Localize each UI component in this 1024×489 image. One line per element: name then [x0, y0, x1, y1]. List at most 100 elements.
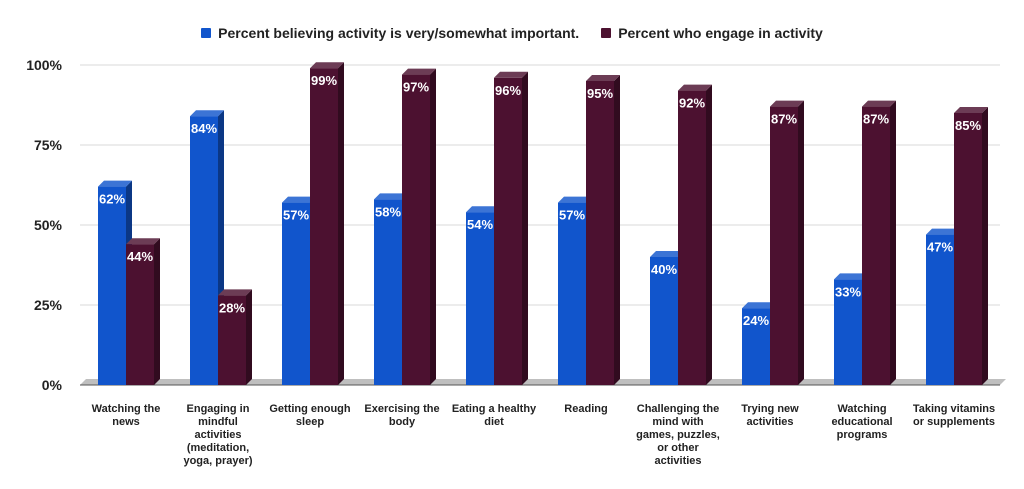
x-tick-label-line: Engaging in: [187, 403, 250, 415]
x-tick-label-line: or other: [657, 442, 699, 454]
legend-item-important: Percent believing activity is very/somew…: [201, 25, 579, 41]
data-label: 97%: [403, 80, 429, 95]
bar-top: [218, 289, 252, 296]
data-label: 62%: [99, 192, 125, 207]
bar: [98, 186, 126, 385]
data-label: 84%: [191, 121, 217, 136]
y-tick-label: 100%: [26, 57, 62, 73]
bar: [834, 279, 862, 385]
bar-side: [246, 289, 252, 385]
bar: [494, 77, 522, 386]
x-tick-label-line: games, puzzles,: [636, 429, 720, 441]
bar: [862, 106, 890, 385]
data-label: 57%: [283, 208, 309, 223]
bar-top: [770, 100, 804, 107]
bar: [282, 202, 310, 385]
legend-label-engage: Percent who engage in activity: [618, 25, 823, 41]
x-tick-label-line: Eating a healthy: [452, 403, 537, 415]
data-label: 99%: [311, 73, 337, 88]
bar-top: [466, 206, 500, 213]
chart-legend: Percent believing activity is very/somew…: [0, 22, 1024, 44]
x-tick-label-line: activities: [654, 455, 701, 467]
data-label: 40%: [651, 262, 677, 277]
bar: [742, 308, 770, 385]
bar-side: [982, 107, 988, 385]
y-tick-label: 75%: [34, 137, 63, 153]
bar-top: [926, 228, 960, 235]
x-tick-label-line: news: [112, 416, 140, 428]
bar: [190, 116, 218, 385]
bar-top: [954, 107, 988, 113]
bar: [650, 257, 678, 385]
data-label: 96%: [495, 83, 521, 98]
bar-top: [558, 196, 592, 203]
data-label: 85%: [955, 118, 981, 133]
bar-top: [282, 196, 316, 203]
x-tick-label-line: yoga, prayer): [183, 455, 252, 467]
x-tick-label-line: Challenging the: [637, 403, 720, 415]
bar-side: [798, 100, 804, 385]
data-label: 47%: [927, 240, 953, 255]
bar: [126, 244, 154, 385]
bar: [558, 202, 586, 385]
data-label: 24%: [743, 313, 769, 328]
legend-swatch-important: [201, 28, 212, 38]
data-label: 95%: [587, 86, 613, 101]
data-label: 58%: [375, 204, 401, 219]
x-tick-label-line: Watching the: [92, 403, 161, 415]
y-tick-label: 0%: [42, 377, 63, 393]
bar: [926, 234, 954, 385]
bar: [218, 295, 246, 385]
bar-side: [522, 71, 528, 386]
bar-top: [190, 110, 224, 117]
data-label: 87%: [863, 112, 889, 127]
data-label: 92%: [679, 96, 705, 111]
bar-top: [834, 273, 868, 280]
legend-swatch-engage: [601, 28, 612, 38]
x-tick-label-line: Reading: [564, 403, 607, 415]
x-tick-label: Challenging the mind with games, puzzles, o…: [636, 403, 720, 467]
x-tick-label-line: Getting enough: [269, 403, 351, 415]
x-tick-label: Engaging in mindful activities (meditation,…: [183, 403, 252, 467]
bar: [466, 212, 494, 385]
bar-top: [678, 84, 712, 91]
bar: [402, 74, 430, 385]
x-tick-label-line: body: [389, 416, 416, 428]
bar: [586, 81, 614, 385]
x-tick-label-line: diet: [484, 416, 504, 428]
x-tick-label-line: activities: [194, 429, 241, 441]
x-tick-label-line: mindful: [198, 416, 238, 428]
x-tick-label-line: activities: [746, 416, 793, 428]
bar-side: [154, 238, 160, 385]
y-tick-label: 25%: [34, 297, 63, 313]
x-tick-label: Exercising the body: [364, 403, 439, 428]
data-label: 57%: [559, 208, 585, 223]
x-tick-label-line: Trying new: [741, 403, 799, 415]
bar-top: [374, 193, 408, 200]
bar-top: [98, 180, 132, 187]
data-label: 54%: [467, 217, 493, 232]
bar-side: [430, 68, 436, 385]
bar: [954, 113, 982, 385]
bar: [770, 106, 798, 385]
data-label: 33%: [835, 284, 861, 299]
x-tick-label: Watching the news: [92, 403, 161, 428]
x-tick-label-line: programs: [837, 429, 888, 441]
bar-top: [310, 62, 344, 69]
legend-item-engage: Percent who engage in activity: [601, 25, 823, 41]
x-tick-label-line: Exercising the: [364, 403, 439, 415]
x-tick-label: Trying new activities: [741, 403, 799, 428]
x-tick-label: Watching educational programs: [831, 403, 892, 441]
x-tick-label: Getting enough sleep: [269, 403, 351, 428]
x-tick-label-line: sleep: [296, 416, 324, 428]
bar: [374, 199, 402, 385]
y-tick-label: 50%: [34, 217, 63, 233]
bar-top: [126, 238, 160, 245]
bar-top: [650, 251, 684, 257]
x-tick-label-line: or supplements: [913, 416, 995, 428]
x-tick-label-line: mind with: [652, 416, 704, 428]
bar: [310, 68, 338, 385]
bar-top: [402, 68, 436, 75]
x-tick-label-line: (meditation,: [187, 442, 249, 454]
bar-top: [586, 75, 620, 81]
